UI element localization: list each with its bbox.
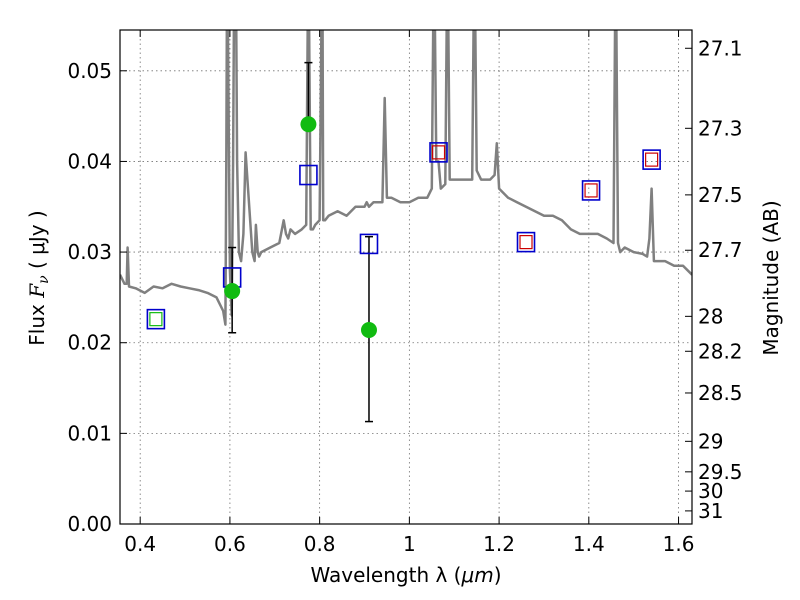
- y-axis-label: Flux Fν ( μJy ): [25, 210, 52, 345]
- axes-frame: [119, 29, 693, 525]
- y-tick-label: 0.01: [67, 421, 112, 445]
- x-tick-label: 1.2: [483, 532, 515, 556]
- y2-axis-label: Magnitude (AB): [759, 200, 783, 355]
- y2-tick-label: 28.2: [698, 339, 743, 363]
- y2-tick-label: 27.5: [698, 183, 743, 207]
- x-tick-label: 1.4: [573, 532, 605, 556]
- y-axis-label-suffix: ( μJy ): [25, 210, 49, 275]
- model-photometry-square: [642, 149, 661, 170]
- observed-point: [300, 116, 317, 133]
- model-photometry-square: [359, 233, 379, 255]
- x-tick-label: 1.6: [663, 532, 695, 556]
- y2-tick-label: 27.1: [698, 36, 743, 60]
- y2-tick-label: 31: [698, 499, 723, 523]
- y-axis-label-symbol: F: [25, 283, 49, 299]
- y-tick-label: 0.02: [67, 331, 112, 355]
- y2-tick-label: 27.3: [698, 116, 743, 140]
- photometry-inner-square: [645, 152, 659, 167]
- x-tick-label: 0.6: [214, 532, 246, 556]
- observed-point: [360, 322, 377, 339]
- y2-tick-label: 29.5: [698, 460, 743, 484]
- y2-tick-label: 28: [698, 304, 723, 328]
- x-tick-label: 1: [403, 532, 416, 556]
- y2-tick-label: 27.7: [698, 238, 743, 262]
- model-photometry-square: [146, 308, 166, 330]
- x-axis-label-unit: μm: [460, 563, 493, 587]
- y2-tick-label: 30: [698, 479, 723, 503]
- axes-border: [119, 29, 693, 525]
- observed-point: [224, 283, 241, 300]
- y-tick-label: 0.03: [67, 240, 112, 264]
- y-tick-label: 0.00: [67, 512, 112, 536]
- grid: [120, 30, 692, 524]
- x-tick-label: 0.4: [124, 532, 156, 556]
- y-axis-label-sub: ν: [36, 275, 52, 284]
- photometry-inner-square: [149, 312, 163, 327]
- model-photometry-square: [299, 164, 318, 186]
- axis-ticks: 0.4 0.6 0.8 1 1.2 1.4 1.6 0.00 0.01 0.02 0.03 0.04 0…: [67, 30, 743, 556]
- model-spectrum-line: [120, 30, 692, 326]
- x-axis-label: Wavelength λ (μm): [310, 563, 501, 587]
- y-axis-label-prefix: Flux: [25, 298, 49, 346]
- photometry-inner-square: [431, 145, 446, 160]
- photometry-inner-square: [584, 183, 598, 198]
- y-tick-label: 0.04: [67, 149, 112, 173]
- model-photometry-square: [516, 231, 536, 253]
- model-photometry-square: [429, 142, 448, 163]
- y2-tick-label: 28.5: [698, 381, 743, 405]
- y-tick-label: 0.05: [67, 59, 112, 83]
- x-axis-label-close: ): [494, 563, 502, 587]
- x-axis-label-text: Wavelength λ (: [310, 563, 461, 587]
- y2-tick-label: 29: [698, 429, 723, 453]
- model-photometry-square: [581, 180, 601, 201]
- photometry-inner-square: [519, 235, 533, 250]
- x-tick-label: 0.8: [304, 532, 336, 556]
- plot-area: [120, 30, 692, 423]
